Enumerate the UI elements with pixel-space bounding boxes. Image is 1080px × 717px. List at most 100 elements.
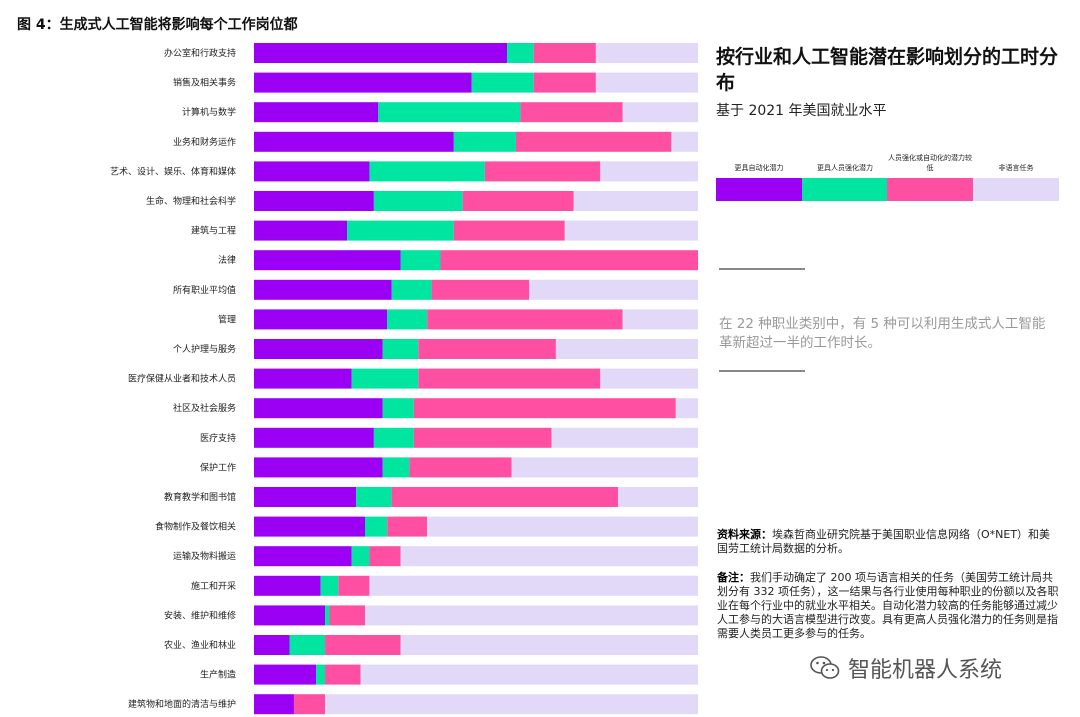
category-label: 法律 [218,254,236,266]
figure-title: 图 4：生成式人工智能将影响每个工作岗位都 [17,17,298,33]
bar-segment-automation [254,368,352,389]
legend-swatch-automation [716,178,802,201]
bar-segment-augmentation [453,131,516,152]
category-label: 计算机与数学 [182,106,236,118]
bar-segment-low-potential [453,220,565,241]
bar-segment-augmentation [382,398,414,419]
category-label: 医疗支持 [200,432,236,444]
bar-segment-automation [254,427,374,448]
bar-segment-automation [254,191,374,211]
bar-segment-low-potential [533,72,596,93]
bar-segment-non-language [529,279,698,300]
bar-segment-automation [254,43,508,63]
bar-segment-low-potential [533,43,596,63]
category-label: 医疗保健从业者和技术人员 [128,373,236,385]
bar-segment-automation [254,635,290,655]
category-label: 教育教学和图书馆 [164,491,236,503]
notes: 备注：我们手动确定了 200 项与语言相关的任务（美国劳工统计局共划分有 332… [717,571,1059,641]
bar-segment-non-language [675,398,698,419]
bar-segment-automation [254,161,370,182]
category-label: 生命、物理和社会科学 [146,195,236,207]
legend-bar [716,178,1059,201]
bar-segment-low-potential [325,635,401,655]
category-label: 艺术、设计、娱乐、体育和媒体 [110,165,236,177]
bar-segment-non-language [600,368,698,389]
bar-segment-automation [254,72,472,93]
panel-title: 按行业和人工智能潜在影响划分的工时分布 [716,46,1059,94]
category-label: 办公室和行政支持 [164,47,236,59]
bar-segment-low-potential [520,102,623,123]
category-label: 食物制作及餐饮相关 [155,521,236,533]
bar-segment-non-language [573,191,698,211]
bar-segment-augmentation [507,43,534,63]
legend-label-low-potential: 人员强化或自动化的潜力较低 [888,154,972,172]
bar-segment-low-potential [325,664,361,685]
legend-swatch-augmentation [802,178,887,201]
bar-segment-non-language [600,161,698,182]
bar-segment-augmentation [382,457,410,478]
legend-label-augmentation: 更具人员强化潜力 [817,164,873,172]
bar-segment-automation [254,131,454,152]
legend-swatch-non-language [973,178,1059,201]
notes-text: 我们手动确定了 200 项与语言相关的任务（美国劳工统计局共划分有 332 项任… [717,571,1059,640]
bar-segment-automation [254,694,294,715]
bar-segment-augmentation [373,191,463,211]
bar-segment-low-potential [440,250,698,271]
bar-segment-automation [254,398,383,419]
bar-segment-low-potential [418,368,601,389]
bar-segment-automation [254,279,392,300]
watermark: 智能机器人系统 [810,652,1002,684]
bar-segment-low-potential [391,487,619,507]
bar-segment-augmentation [320,575,339,596]
bar-segment-augmentation [400,250,441,271]
bar-segment-automation [254,457,383,478]
category-label: 社区及社会服务 [173,402,236,414]
bar-segment-automation [254,605,326,626]
bar-segment-augmentation [387,309,428,330]
bar-segment-low-potential [293,694,326,715]
bar-segment-non-language [369,575,698,596]
callout-rule-top [719,268,805,270]
bar-segment-augmentation [356,487,392,507]
bar-segment-non-language [555,339,698,359]
bar-segment-non-language [595,43,698,63]
bar-segment-augmentation [369,161,485,182]
category-label: 运输及物料搬运 [173,550,236,562]
bar-segment-automation [254,102,379,123]
bar-segment-augmentation [365,516,388,537]
bar-segment-augmentation [347,220,454,241]
source-label: 资料来源： [717,528,772,541]
bar-segment-augmentation [373,427,414,448]
panel-subtitle: 基于 2021 年美国就业水平 [716,103,887,119]
bar-segment-low-potential [413,427,552,448]
bar-segment-low-potential [387,516,428,537]
source-text: 埃森哲商业研究院基于美国职业信息网络（O*NET）和美国劳工统计局数据的分析。 [717,528,1051,555]
bar-segment-non-language [671,131,698,152]
bar-segment-automation [254,516,365,537]
bar-segment-automation [254,250,401,271]
bar-segment-non-language [400,546,698,567]
category-label: 所有职业平均值 [173,284,236,296]
bar-segment-low-potential [409,457,512,478]
bar-segment-non-language [400,635,698,655]
bar-segment-automation [254,309,388,330]
bar-segment-automation [254,487,357,507]
category-label: 销售及相关事务 [173,77,236,89]
bar-segment-low-potential [413,398,676,419]
bar-segment-low-potential [515,131,672,152]
bar-segment-low-potential [431,279,530,300]
bar-segment-non-language [511,457,698,478]
bar-segment-low-potential [369,546,401,567]
bar-segment-augmentation [391,279,432,300]
category-label: 个人护理与服务 [173,343,236,355]
category-label: 保护工作 [200,461,236,473]
notes-label: 备注： [717,571,750,584]
bar-segment-non-language [325,694,698,715]
bar-segment-non-language [427,516,698,537]
bar-segment-augmentation [471,72,534,93]
bar-segment-low-potential [462,191,574,211]
bar-segment-automation [254,546,352,567]
category-label: 建筑物和地面的清洁与维护 [128,698,236,710]
bar-segment-non-language [622,102,698,123]
callout-rule-bottom [719,370,805,372]
